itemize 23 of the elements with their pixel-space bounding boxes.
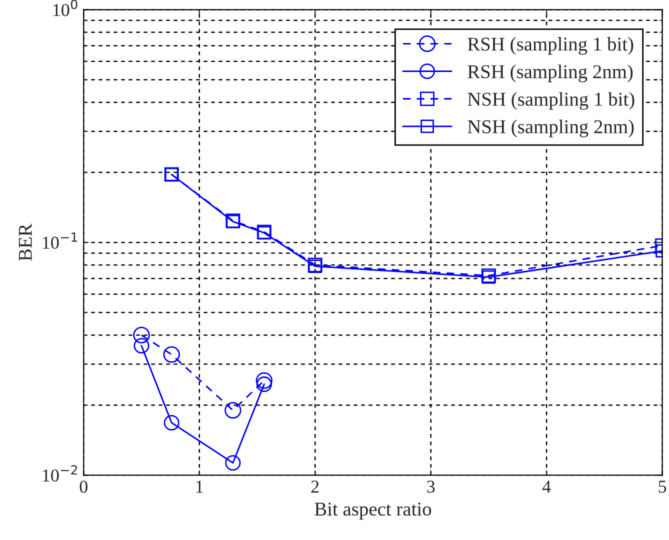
legend-label: RSH (sampling 2nm) (468, 64, 633, 82)
y-tick-label: 10$^{−1}$ (42, 232, 78, 249)
point (164, 414, 180, 431)
legend-label: NSH (sampling 2nm) (468, 120, 634, 138)
point (256, 372, 273, 389)
x-axis-title: Bit aspect ratio (314, 502, 432, 520)
x-tick-label: 2 (311, 480, 319, 493)
point (163, 346, 180, 363)
point (256, 376, 272, 392)
legend-label: RSH (sampling 1 bit) (468, 37, 634, 55)
y-tick-label: 10$^{0}$ (53, 0, 78, 16)
point (225, 455, 241, 471)
x-tick-label: 0 (80, 480, 88, 493)
point (133, 326, 150, 344)
x-tick-label: 3 (427, 480, 435, 493)
point (134, 338, 150, 354)
y-tick-label: 10$^{−2}$ (42, 465, 77, 482)
legend-label: NSH (sampling 1 bit) (468, 92, 634, 110)
point (224, 402, 242, 419)
x-tick-label: 4 (542, 480, 551, 493)
x-tick-label: 5 (658, 480, 666, 493)
x-tick-label: 1 (196, 480, 203, 493)
y-axis-title: BER (18, 224, 32, 261)
